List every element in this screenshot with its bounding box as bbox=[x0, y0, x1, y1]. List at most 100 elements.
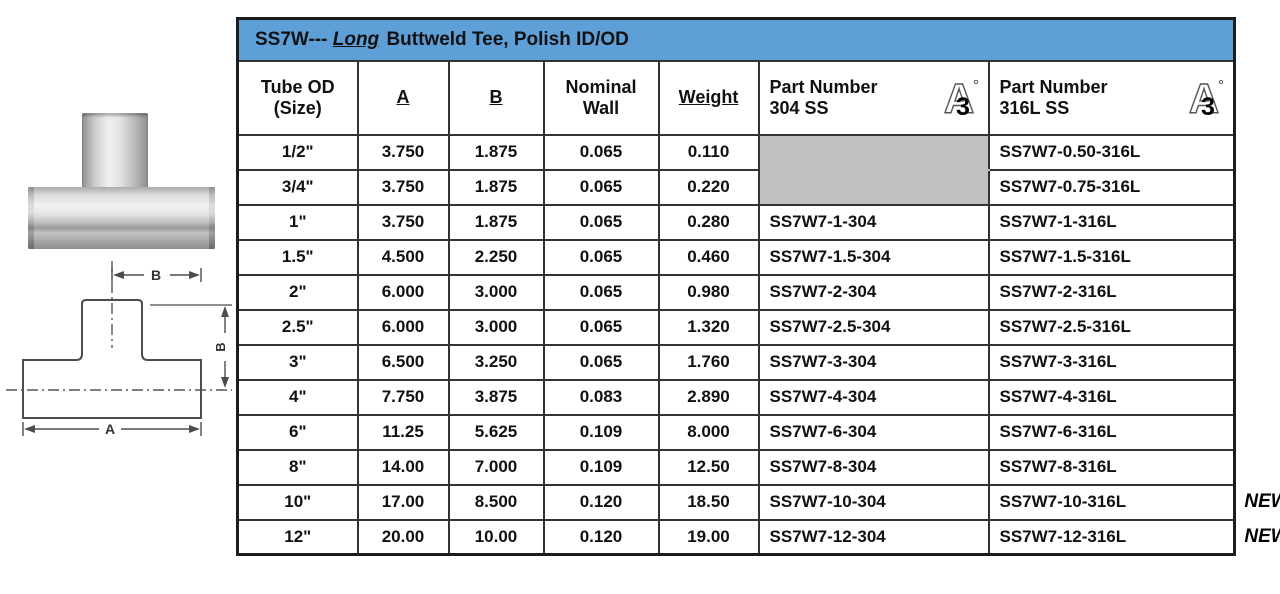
cell-part-number-316l: SS7W7-0.75-316L bbox=[987, 168, 1236, 206]
cell-part-number-304: SS7W7-2.5-304 bbox=[757, 308, 990, 346]
cell-b: 3.000 bbox=[447, 308, 545, 346]
cell-size: 6" bbox=[236, 413, 359, 451]
arrowhead-left bbox=[24, 425, 35, 433]
cell-wall: 0.065 bbox=[542, 133, 660, 171]
cell-part-number-316l: SS7W7-1-316L bbox=[987, 203, 1236, 241]
table-row: 8" 14.00 7.000 0.109 12.50 SS7W7-8-304 S… bbox=[236, 448, 1236, 486]
cell-a: 11.25 bbox=[356, 413, 450, 451]
cell-wall: 0.065 bbox=[542, 203, 660, 241]
cell-b: 10.00 bbox=[447, 518, 545, 556]
cell-part-number-304 bbox=[757, 168, 990, 206]
cell-a: 4.500 bbox=[356, 238, 450, 276]
table-title-row: SS7W--- Long Buttweld Tee, Polish ID/OD bbox=[236, 17, 1236, 62]
cell-a: 20.00 bbox=[356, 518, 450, 556]
part-number-316l-text: SS7W7-0.75-316L bbox=[999, 177, 1141, 196]
new-badge: NEW! bbox=[1244, 525, 1280, 547]
cell-part-number-304 bbox=[757, 133, 990, 171]
cell-part-number-304: SS7W7-12-304 bbox=[757, 518, 990, 556]
cell-wall: 0.083 bbox=[542, 378, 660, 416]
cell-b: 2.250 bbox=[447, 238, 545, 276]
cell-wall: 0.109 bbox=[542, 413, 660, 451]
cell-part-number-304: SS7W7-6-304 bbox=[757, 413, 990, 451]
table-row: 10" 17.00 8.500 0.120 18.50 SS7W7-10-304… bbox=[236, 483, 1280, 521]
spec-table: SS7W--- Long Buttweld Tee, Polish ID/OD … bbox=[236, 17, 1280, 556]
cell-size: 3" bbox=[236, 343, 359, 381]
cell-part-number-316l: SS7W7-1.5-316L bbox=[987, 238, 1236, 276]
cell-wall: 0.120 bbox=[542, 518, 660, 556]
svg-text:3: 3 bbox=[956, 93, 970, 119]
col-header-a: A bbox=[356, 59, 450, 136]
cell-weight: 2.890 bbox=[657, 378, 760, 416]
cell-size: 4" bbox=[236, 378, 359, 416]
col-header-pn304: Part Number 304 SS A 3 bbox=[757, 59, 990, 136]
arrowhead-down bbox=[221, 377, 229, 388]
table-row: 1.5" 4.500 2.250 0.065 0.460 SS7W7-1.5-3… bbox=[236, 238, 1236, 276]
title-emphasis: Long bbox=[332, 28, 380, 50]
cell-b: 3.875 bbox=[447, 378, 545, 416]
col-header-wall: Nominal Wall bbox=[542, 59, 660, 136]
col-header-size: Tube OD (Size) bbox=[236, 59, 359, 136]
cell-a: 17.00 bbox=[356, 483, 450, 521]
svg-text:A: A bbox=[943, 77, 973, 119]
new-badge: NEW! bbox=[1244, 491, 1280, 512]
cell-size: 2" bbox=[236, 273, 359, 311]
three-a-sanitary-icon: A 3 bbox=[943, 77, 978, 119]
cell-weight: 0.980 bbox=[657, 273, 760, 311]
tee-outline bbox=[22, 299, 202, 419]
cell-b: 3.000 bbox=[447, 273, 545, 311]
cell-size: 3/4" bbox=[236, 168, 359, 206]
part-number-316l-text: SS7W7-1-316L bbox=[999, 212, 1117, 231]
cell-a: 3.750 bbox=[356, 133, 450, 171]
cell-wall: 0.065 bbox=[542, 238, 660, 276]
cell-wall: 0.065 bbox=[542, 168, 660, 206]
table-row: 4" 7.750 3.875 0.083 2.890 SS7W7-4-304 S… bbox=[236, 378, 1236, 416]
dim-label-b-right: B bbox=[213, 342, 228, 351]
cell-b: 3.250 bbox=[447, 343, 545, 381]
tee-photo-branch bbox=[82, 113, 148, 193]
part-number-316l-text: SS7W7-1.5-316L bbox=[999, 247, 1131, 266]
table-row: 2.5" 6.000 3.000 0.065 1.320 SS7W7-2.5-3… bbox=[236, 308, 1236, 346]
cell-size: 2.5" bbox=[236, 308, 359, 346]
table-row: 2" 6.000 3.000 0.065 0.980 SS7W7-2-304 S… bbox=[236, 273, 1236, 311]
cell-a: 3.750 bbox=[356, 168, 450, 206]
cell-part-number-304: SS7W7-4-304 bbox=[757, 378, 990, 416]
col-header-pn316l: Part Number 316L SS A 3 bbox=[987, 59, 1236, 136]
cell-weight: 8.000 bbox=[657, 413, 760, 451]
cell-weight: 0.460 bbox=[657, 238, 760, 276]
cell-part-number-316l: SS7W7-8-316L bbox=[987, 448, 1236, 486]
cell-part-number-316l: SS7W7-10-316L NEW! bbox=[987, 483, 1280, 521]
cell-wall: 0.109 bbox=[542, 448, 660, 486]
dim-label-a: A bbox=[105, 421, 115, 437]
cell-b: 1.875 bbox=[447, 203, 545, 241]
part-number-316l-text: SS7W7-2.5-316L bbox=[999, 317, 1131, 336]
cell-part-number-316l: SS7W7-2.5-316L bbox=[987, 308, 1236, 346]
cell-a: 14.00 bbox=[356, 448, 450, 486]
cell-weight: 19.00 bbox=[657, 518, 760, 556]
arrowhead-up bbox=[221, 306, 229, 317]
part-number-316l-text: SS7W7-8-316L bbox=[999, 457, 1117, 476]
part-number-316l-text: SS7W7-2-316L bbox=[999, 282, 1117, 301]
cell-weight: 0.280 bbox=[657, 203, 760, 241]
tee-photo-run bbox=[28, 187, 215, 249]
cell-part-number-316l: SS7W7-2-316L bbox=[987, 273, 1236, 311]
table-row: 6" 11.25 5.625 0.109 8.000 SS7W7-6-304 S… bbox=[236, 413, 1236, 451]
part-number-316l-text: SS7W7-6-316L bbox=[999, 422, 1117, 441]
table-title: SS7W--- Long Buttweld Tee, Polish ID/OD bbox=[236, 17, 1236, 62]
cell-part-number-316l: SS7W7-4-316L bbox=[987, 378, 1236, 416]
part-number-316l-text: SS7W7-12-316L bbox=[999, 526, 1127, 546]
cell-part-number-316l: SS7W7-0.50-316L bbox=[987, 133, 1236, 171]
dim-label-b-top: B bbox=[151, 267, 161, 283]
cell-size: 12" bbox=[236, 518, 359, 556]
cell-size: 1" bbox=[236, 203, 359, 241]
part-number-316l-text: SS7W7-4-316L bbox=[999, 387, 1117, 406]
cell-weight: 1.320 bbox=[657, 308, 760, 346]
svg-text:3: 3 bbox=[1201, 93, 1215, 119]
three-a-sanitary-icon: A 3 bbox=[1188, 77, 1224, 119]
cell-size: 1.5" bbox=[236, 238, 359, 276]
cell-part-number-316l: SS7W7-6-316L bbox=[987, 413, 1236, 451]
cell-part-number-304: SS7W7-3-304 bbox=[757, 343, 990, 381]
cell-a: 6.500 bbox=[356, 343, 450, 381]
cell-part-number-304: SS7W7-1-304 bbox=[757, 203, 990, 241]
cell-part-number-304: SS7W7-1.5-304 bbox=[757, 238, 990, 276]
cell-b: 1.875 bbox=[447, 168, 545, 206]
